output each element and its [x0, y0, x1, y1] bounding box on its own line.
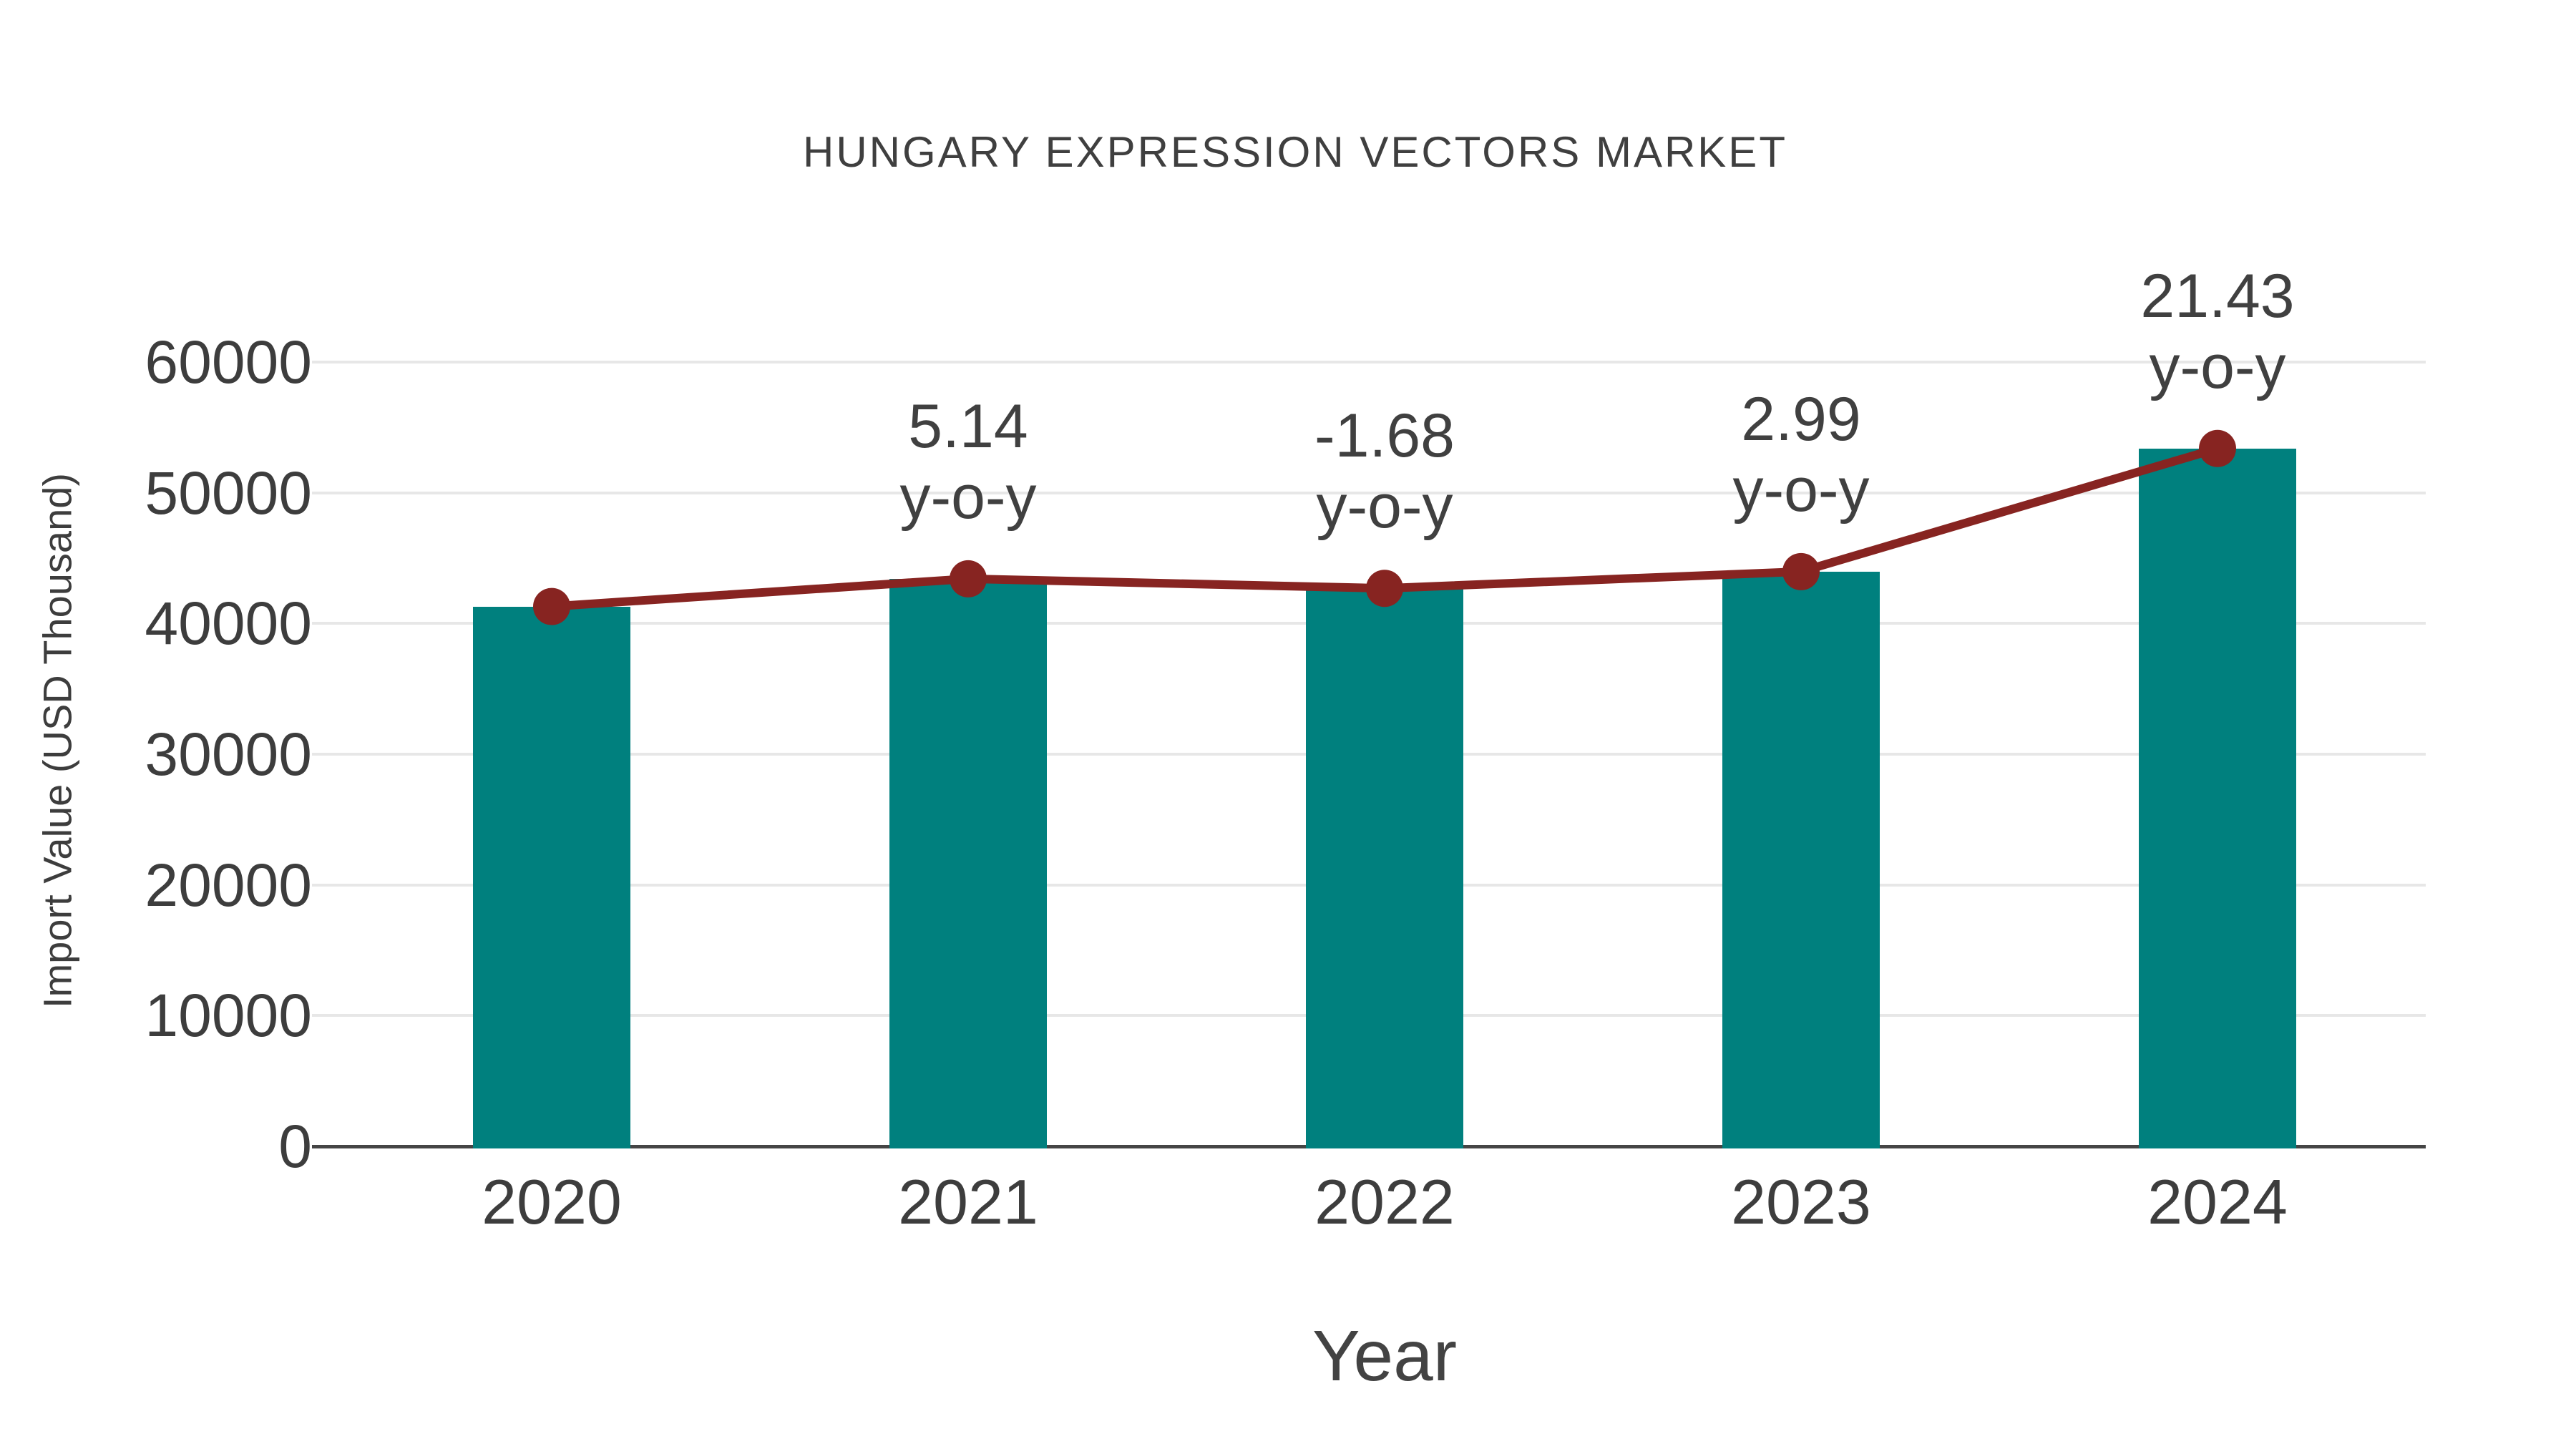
- yoy-value: 2.99: [1741, 384, 1861, 454]
- y-tick-label: 50000: [145, 459, 312, 527]
- y-tick-label: 40000: [145, 590, 312, 658]
- trend-marker-2022: [1366, 570, 1403, 608]
- y-tick-label: 60000: [145, 328, 312, 396]
- yoy-annotation-2021: 5.14 y-o-y: [753, 391, 1183, 533]
- yoy-annotation-2022: -1.68 y-o-y: [1170, 401, 1599, 542]
- x-tick-label-2021: 2021: [898, 1166, 1038, 1237]
- yoy-suffix: y-o-y: [1732, 455, 1870, 525]
- bar-2023: [1722, 571, 1880, 1148]
- yoy-suffix: y-o-y: [1316, 472, 1453, 542]
- y-tick-label: 30000: [145, 721, 312, 788]
- trend-marker-2020: [533, 587, 570, 625]
- x-tick-label-2024: 2024: [2147, 1166, 2288, 1237]
- gridline-60000: [312, 361, 2426, 364]
- bar-2020: [473, 606, 630, 1148]
- gridline-50000: [312, 491, 2426, 494]
- y-tick-label: 20000: [145, 851, 312, 919]
- trend-marker-2023: [1782, 552, 1820, 590]
- x-tick-label-2020: 2020: [482, 1166, 622, 1237]
- y-tick-label: 0: [278, 1113, 312, 1180]
- yoy-value: -1.68: [1314, 401, 1455, 471]
- x-tick-label-2023: 2023: [1731, 1166, 1871, 1237]
- x-tick-label-2022: 2022: [1314, 1166, 1455, 1237]
- bar-2024: [2139, 448, 2296, 1148]
- yoy-value: 21.43: [2140, 261, 2295, 331]
- trend-marker-2021: [950, 560, 987, 597]
- yoy-suffix: y-o-y: [2149, 332, 2286, 401]
- yoy-annotation-2023: 2.99 y-o-y: [1586, 384, 2016, 526]
- y-tick-label: 10000: [145, 982, 312, 1050]
- x-axis-title: Year: [1312, 1316, 1458, 1396]
- bar-2022: [1306, 588, 1463, 1148]
- yoy-suffix: y-o-y: [899, 462, 1037, 532]
- trend-marker-2024: [2199, 429, 2236, 467]
- chart-title: HUNGARY EXPRESSION VECTORS MARKET: [803, 128, 1787, 176]
- yoy-annotation-2024: 21.43 y-o-y: [2003, 261, 2432, 403]
- bar-2021: [889, 578, 1047, 1148]
- yoy-value: 5.14: [908, 391, 1028, 461]
